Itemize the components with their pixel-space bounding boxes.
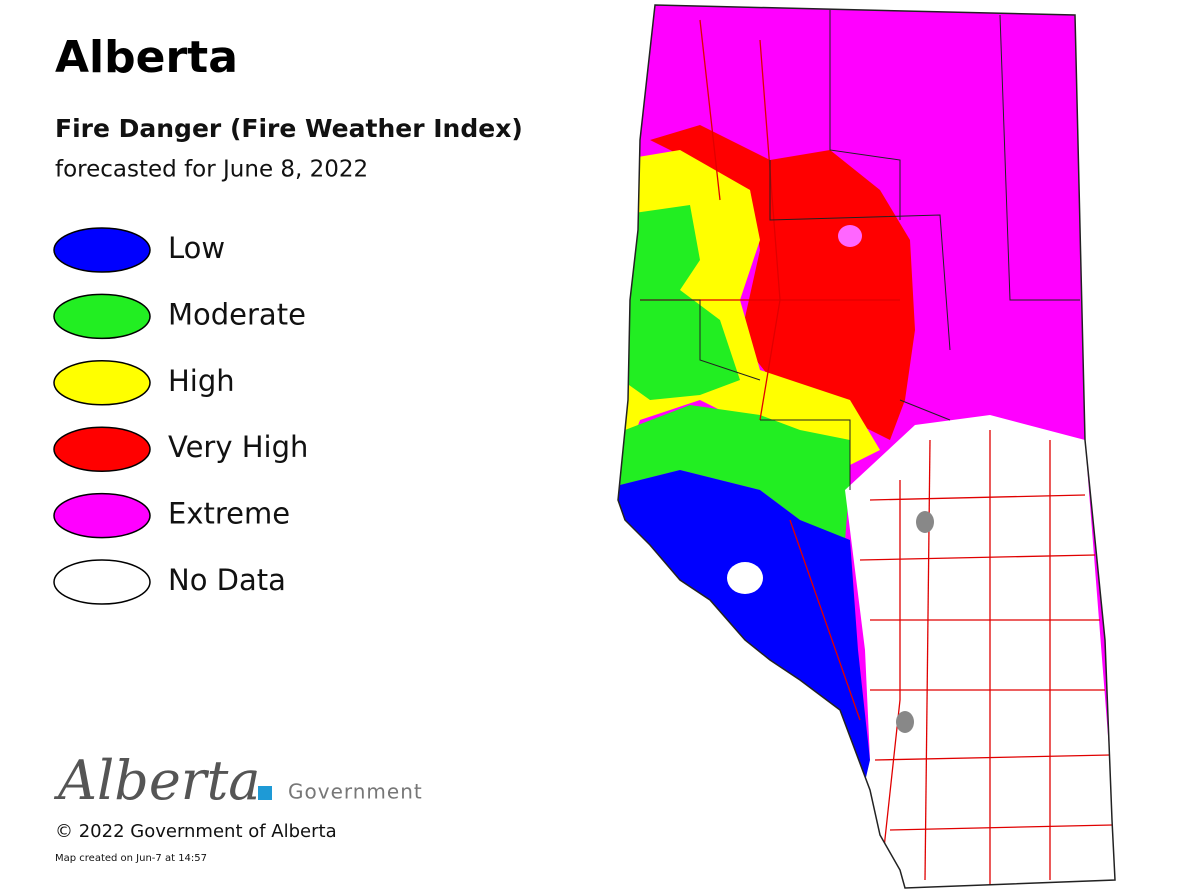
legend-label: No Data <box>168 563 286 597</box>
legend-swatch <box>53 492 151 539</box>
legend-label: High <box>168 364 235 398</box>
legend-swatch <box>53 227 151 273</box>
legend-label: Very High <box>168 430 308 464</box>
legend-label: Extreme <box>168 497 290 531</box>
logo-mark <box>258 786 272 800</box>
legend-label: Moderate <box>168 297 306 331</box>
legend-swatch <box>53 559 151 605</box>
legend-swatch <box>53 360 151 406</box>
legend: Low Moderate High Very High Extreme No Data <box>53 227 308 605</box>
logo: Alberta <box>53 749 261 812</box>
copyright: © 2022 Government of Alberta <box>55 821 337 842</box>
date: forecasted for June 8, 2022 <box>55 157 368 183</box>
subtitle: Fire Danger (Fire Weather Index) <box>55 114 523 143</box>
logo-suffix: Government <box>288 780 423 804</box>
province-map <box>617 4 1116 889</box>
title: Alberta <box>55 32 238 83</box>
legend-label: Low <box>168 231 225 265</box>
legend-swatch <box>53 426 151 472</box>
map-note: Map created on Jun-7 at 14:57 <box>55 853 207 864</box>
legend-swatch <box>53 293 151 340</box>
